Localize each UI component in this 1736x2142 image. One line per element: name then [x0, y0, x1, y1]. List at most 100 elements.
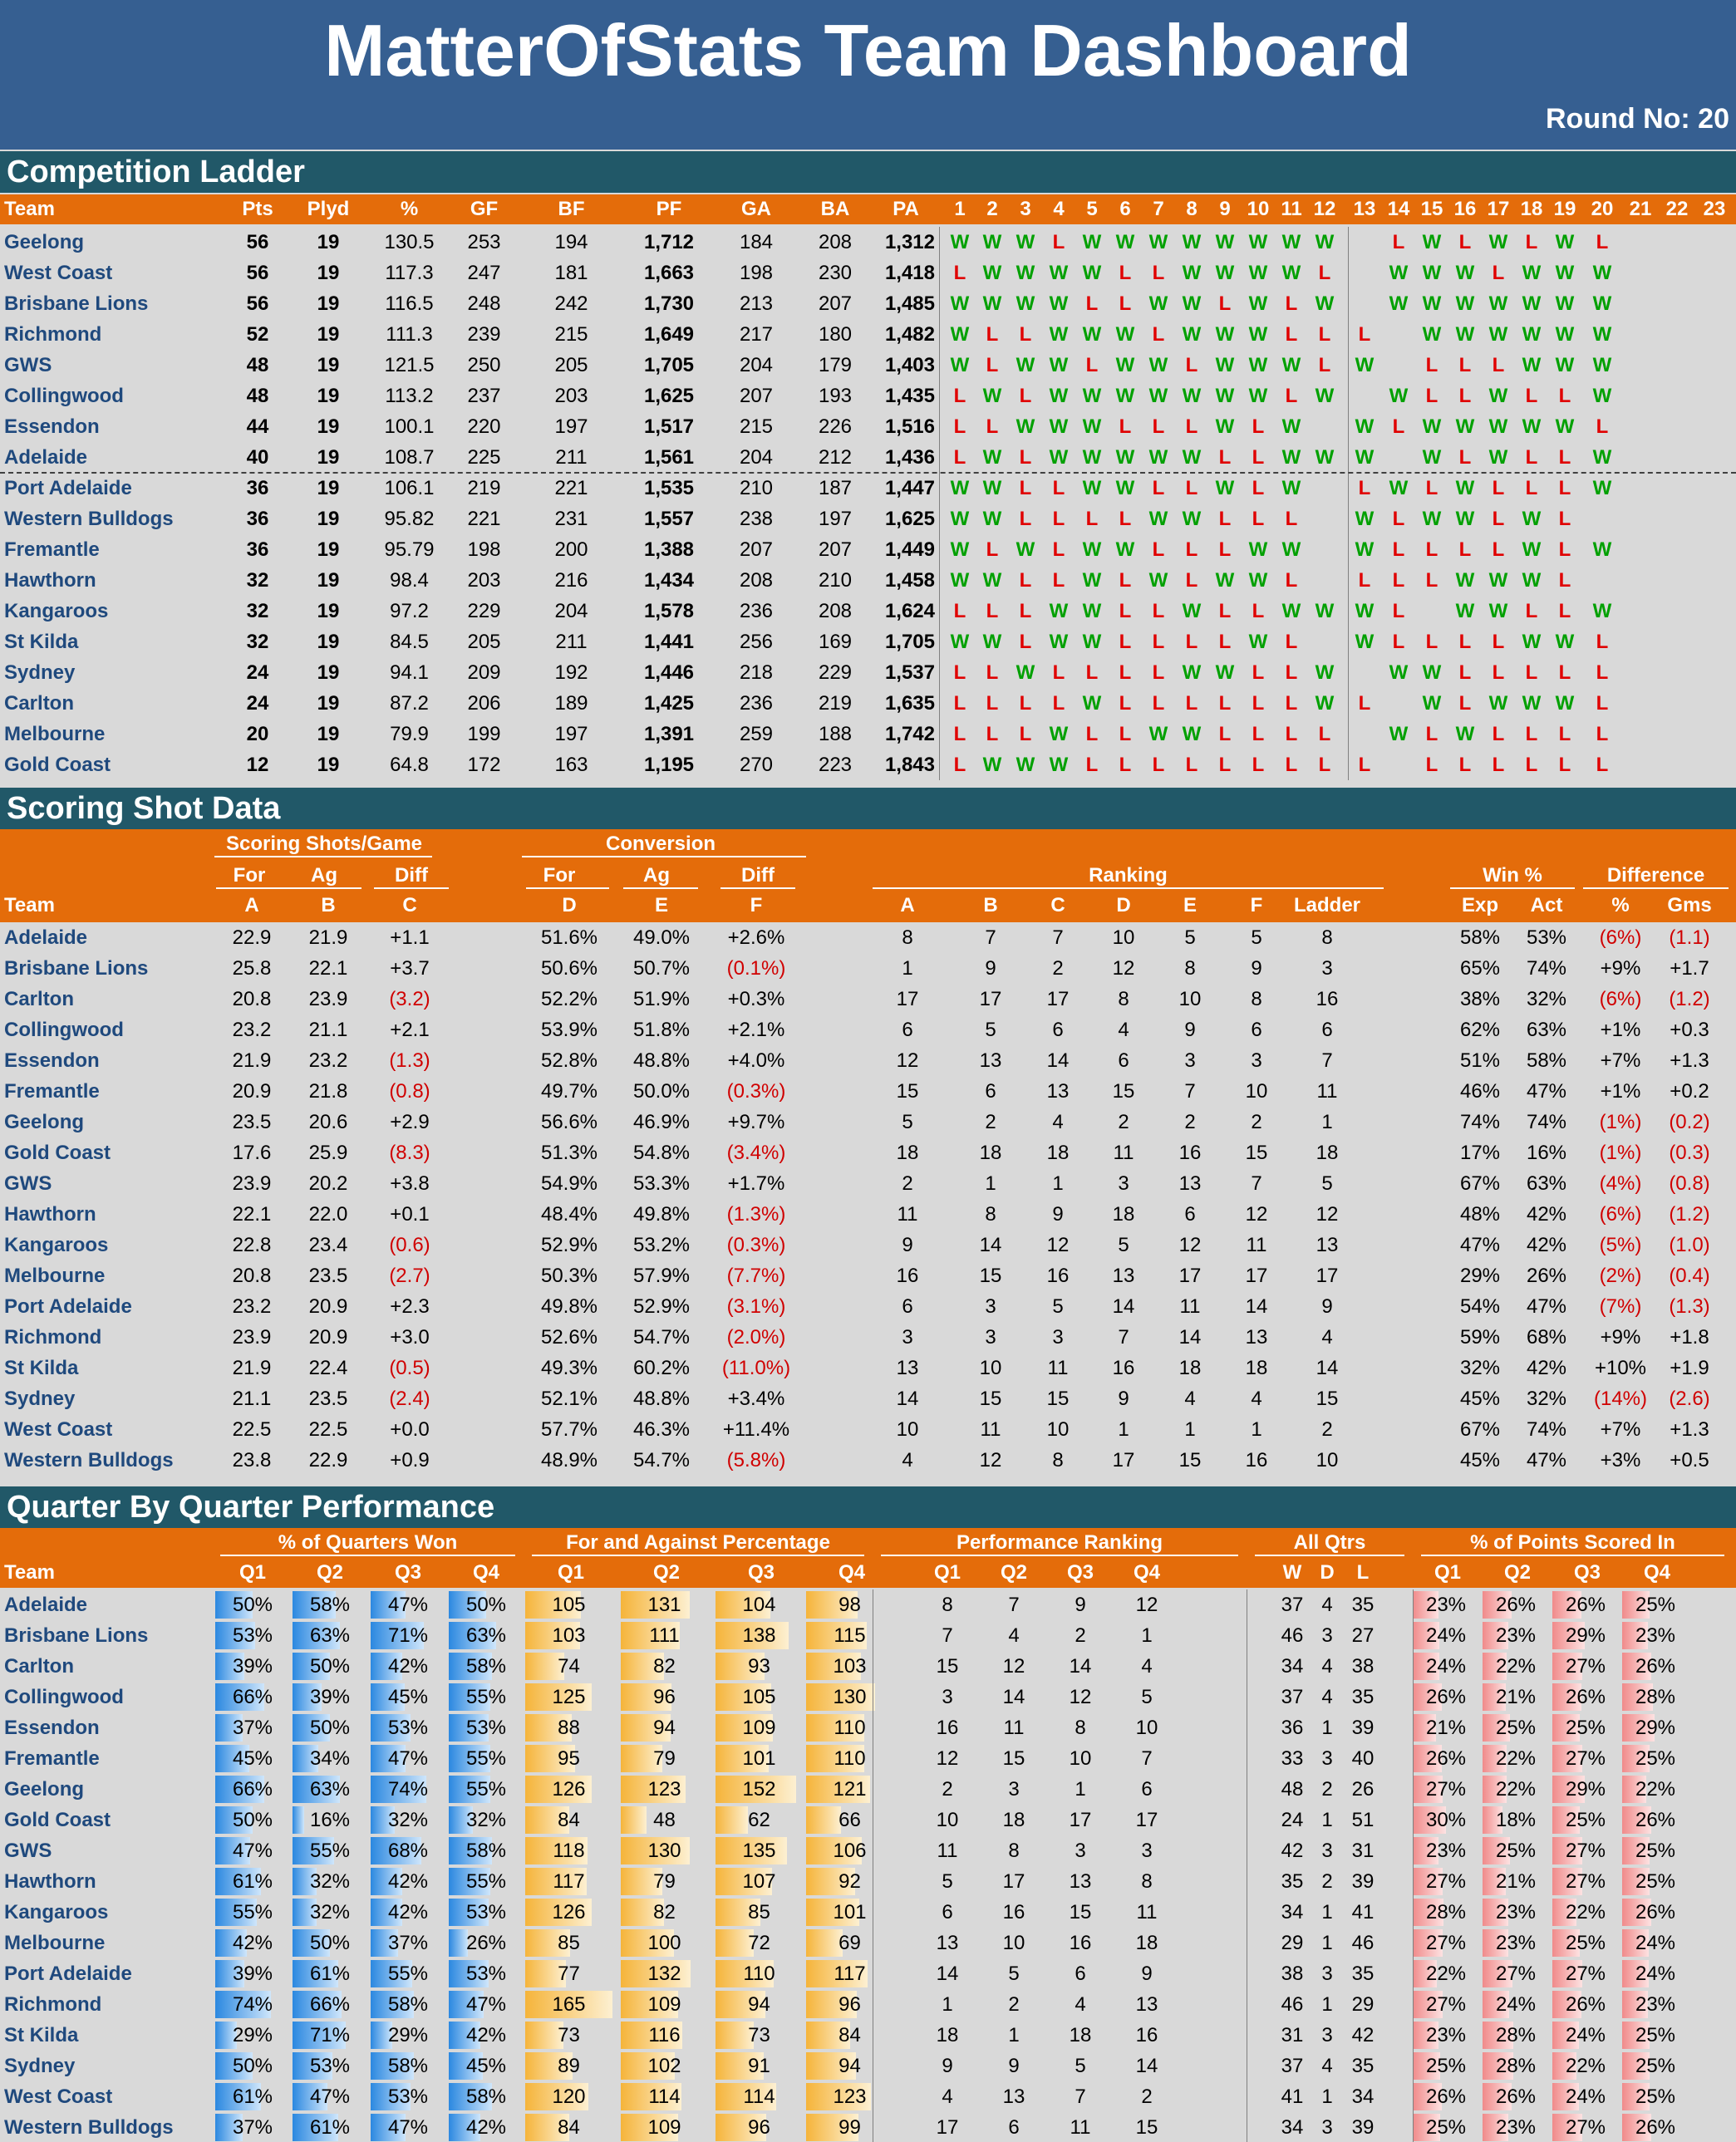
for-against-bar: [525, 1653, 564, 1680]
conv-ag: 54.7%: [632, 1326, 691, 1349]
result-cell: W: [1248, 631, 1268, 653]
result-cell: L: [1052, 569, 1065, 592]
shots-diff: +0.0: [390, 1418, 430, 1441]
for-against-pct: 117: [834, 1963, 866, 1985]
result-cell: L: [1085, 354, 1099, 376]
gf-cell: 199: [467, 723, 501, 745]
team-name: Western Bulldogs: [4, 508, 174, 530]
shots-ag: 20.9: [308, 1295, 348, 1318]
perf-rank: 9: [1075, 1594, 1086, 1616]
result-cell: L: [1285, 723, 1298, 745]
result-cell: W: [1248, 262, 1268, 284]
bf-cell: 231: [554, 508, 588, 530]
ga-cell: 198: [739, 262, 774, 284]
all-qtrs-d: 1: [1321, 1809, 1333, 1831]
rank-cell: 12: [979, 1449, 1002, 1471]
result-cell: W: [1215, 354, 1235, 376]
result-cell: L: [1425, 631, 1438, 653]
for-against-bar: [716, 1591, 770, 1619]
for-against-bar: [621, 1714, 671, 1742]
result-cell: W: [1049, 292, 1069, 315]
diff-pct: (1%): [1599, 1142, 1642, 1164]
perf-rank: 17: [1002, 1870, 1025, 1893]
result-cell: W: [1082, 385, 1102, 407]
result-cell: W: [1422, 323, 1442, 346]
pf-cell: 1,730: [643, 292, 695, 315]
all-qtrs-d: 3: [1321, 2116, 1333, 2139]
result-cell: L: [1218, 723, 1232, 745]
exp-win: 47%: [1459, 1234, 1501, 1256]
shots-ag: 21.1: [308, 1019, 348, 1041]
result-cell: L: [1596, 231, 1609, 253]
for-against-pct: 82: [653, 1901, 676, 1923]
for-against-pct: 84: [558, 2116, 580, 2139]
quarters-won-bar: [215, 1745, 249, 1772]
for-against-pct: 105: [552, 1594, 586, 1616]
quarters-won: 47%: [387, 2116, 429, 2139]
rank-cell: 1: [1184, 1418, 1196, 1441]
points-scored-bar: [1483, 1683, 1506, 1711]
round-number: 16: [1453, 198, 1477, 220]
perf-rank: 7: [1141, 1747, 1153, 1770]
shots-diff: +2.1: [390, 1019, 430, 1041]
quarters-section-title: Quarter By Quarter Performance: [0, 1486, 1736, 1528]
col-letter: B: [983, 894, 998, 916]
quarter-label: Q1: [239, 1561, 266, 1584]
all-qtrs-l: 34: [1351, 2086, 1375, 2108]
result-cell: W: [1555, 692, 1575, 715]
conv-ag: 48.8%: [632, 1049, 691, 1072]
result-cell: W: [1488, 231, 1508, 253]
for-against-bar: [806, 1868, 855, 1895]
pct-cell: 95.79: [384, 538, 435, 561]
conv-ag: 57.9%: [632, 1265, 691, 1287]
result-cell: W: [1082, 477, 1102, 499]
result-cell: W: [1248, 354, 1268, 376]
all-qtrs-l: 38: [1351, 1655, 1375, 1678]
for-against-pct: 84: [558, 1809, 580, 1831]
quarters-won-bar: [449, 1622, 496, 1649]
result-cell: W: [1049, 600, 1069, 622]
round-number: 19: [1553, 198, 1576, 220]
diff-gms: +1.3: [1670, 1049, 1709, 1072]
all-qtrs-l: 35: [1351, 1686, 1375, 1708]
quarters-won: 42%: [387, 1901, 429, 1923]
bf-cell: 197: [554, 415, 588, 438]
result-cell: L: [1119, 508, 1132, 530]
for-against-bar: [806, 1899, 859, 1926]
perf-rank: 4: [942, 2086, 953, 2108]
points-scored-bar: [1552, 1837, 1582, 1864]
result-cell: W: [982, 477, 1002, 499]
result-cell: W: [1455, 292, 1475, 315]
perf-rank: 15: [1135, 2116, 1158, 2139]
ba-cell: 208: [818, 600, 853, 622]
for-against-pct: 130: [647, 1840, 681, 1862]
all-qtrs-w: 36: [1281, 1717, 1304, 1739]
result-cell: W: [1488, 292, 1508, 315]
quarters-won: 29%: [232, 2024, 273, 2046]
round-number: 8: [1186, 198, 1197, 220]
points-scored-pct: 26%: [1565, 1993, 1606, 2016]
shots-diff: +0.1: [390, 1203, 430, 1226]
all-qtrs-w: 48: [1281, 1778, 1304, 1801]
quarters-won-bar: [215, 2022, 237, 2049]
plyd-cell: 19: [317, 661, 340, 684]
result-cell: W: [1248, 538, 1268, 561]
shots-for: 23.2: [232, 1019, 272, 1041]
quarters-won-bar: [293, 1960, 338, 1987]
quarter-label: Q3: [1066, 1561, 1094, 1584]
conv-for: 51.3%: [540, 1142, 598, 1164]
diff-gms: +1.3: [1670, 1418, 1709, 1441]
result-cell: L: [1119, 415, 1132, 438]
result-cell: L: [1218, 446, 1232, 469]
result-cell: W: [1049, 754, 1069, 776]
rank-cell: 17: [1316, 1265, 1339, 1287]
plyd-cell: 19: [317, 323, 340, 346]
team-name: Hawthorn: [4, 1203, 96, 1226]
shots-ag: 23.9: [308, 988, 348, 1010]
result-cell: L: [1218, 600, 1232, 622]
result-cell: L: [1152, 538, 1165, 561]
round-number: 23: [1703, 198, 1726, 220]
plyd-cell: 19: [317, 385, 340, 407]
result-cell: W: [1182, 723, 1202, 745]
perf-rank: 4: [1141, 1655, 1153, 1678]
